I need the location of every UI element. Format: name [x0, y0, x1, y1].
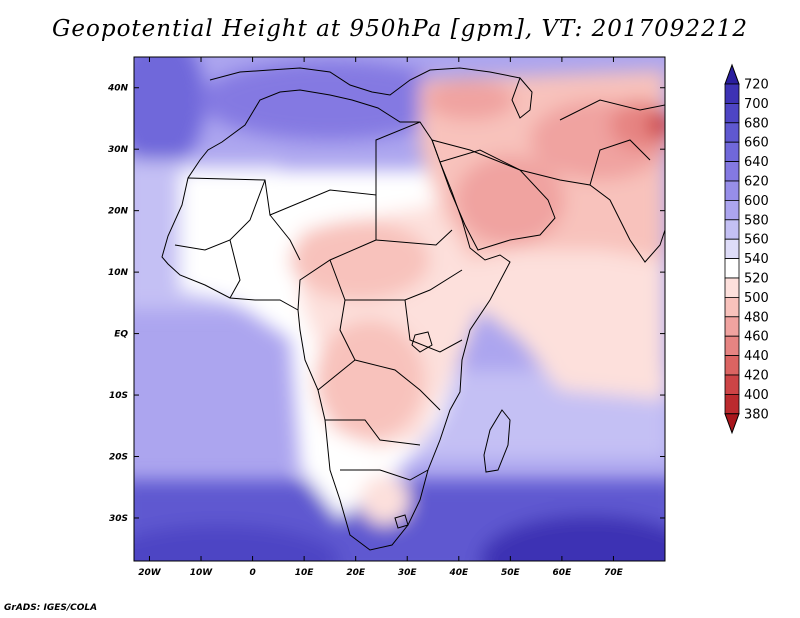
colorbar-swatch-10: [724, 258, 740, 279]
colorbar-swatch-15: [724, 355, 740, 376]
colorbar: 720 700 680 660 640 620 600 580 560 540 520 500 480 4…: [724, 63, 769, 435]
lat-label-2: 20N: [108, 207, 129, 217]
colorbar-label-16: 400: [744, 388, 769, 403]
lon-label-7: 50E: [501, 568, 521, 578]
colorbar-top-triangle: [724, 63, 740, 85]
lon-label-0: 20W: [138, 568, 162, 578]
colorbar-swatch-11: [724, 277, 740, 298]
colorbar-swatch-2: [724, 103, 740, 124]
colorbar-label-5: 620: [744, 175, 769, 190]
footer-credit: GrADS: IGES/COLA: [4, 603, 98, 613]
colorbar-label-0: 720: [744, 78, 769, 93]
colorbar-swatch-13: [724, 316, 740, 337]
colorbar-label-1: 700: [744, 97, 769, 112]
colorbar-label-6: 600: [744, 194, 769, 209]
map-frame: [133, 56, 666, 562]
colorbar-swatch-9: [724, 238, 740, 259]
colorbar-label-14: 440: [744, 349, 769, 364]
colorbar-swatch-4: [724, 141, 740, 162]
lon-label-9: 70E: [604, 568, 624, 578]
lat-label-5: 10S: [109, 391, 128, 401]
lat-label-1: 30N: [108, 145, 129, 155]
lon-label-8: 60E: [553, 568, 573, 578]
colorbar-label-8: 560: [744, 233, 769, 248]
colorbar-label-15: 420: [744, 369, 769, 384]
map-title: Geopotential Height at 950hPa [gpm], VT:…: [52, 16, 748, 42]
lon-label-6: 40E: [448, 568, 469, 578]
coastlines: [161, 67, 665, 551]
colorbar-swatch-1: [724, 83, 740, 104]
colorbar-swatch-5: [724, 161, 740, 182]
lon-label-1: 10W: [190, 568, 214, 578]
lat-label-4: EQ: [114, 330, 128, 340]
lat-label-3: 10N: [108, 268, 129, 278]
colorbar-label-9: 540: [744, 252, 769, 267]
colorbar-label-17: 380: [744, 407, 769, 422]
lon-label-3: 10E: [295, 568, 315, 578]
colorbar-swatch-17: [724, 393, 740, 415]
colorbar-label-11: 500: [744, 291, 769, 306]
colorbar-swatch-8: [724, 219, 740, 240]
colorbar-swatch-16: [724, 374, 740, 395]
colorbar-label-7: 580: [744, 213, 769, 228]
colorbar-bottom-triangle: [724, 413, 740, 435]
colorbar-label-2: 680: [744, 116, 769, 131]
colorbar-swatch-3: [724, 122, 740, 143]
latitude-ticks: 40N 30N 20N 10N EQ 10S 20S 30S: [107, 84, 665, 524]
longitude-ticks: 20W 10W 0 10E 20E 30E 40E 50E 60E 70E: [138, 57, 624, 578]
colorbar-label-12: 480: [744, 310, 769, 325]
lat-label-0: 40N: [107, 84, 129, 94]
lat-label-7: 30S: [109, 514, 128, 524]
lat-label-6: 20S: [109, 453, 128, 463]
colorbar-label-3: 660: [744, 136, 769, 151]
lon-label-2: 0: [249, 568, 255, 578]
colorbar-label-13: 460: [744, 330, 769, 345]
height-field: [134, 57, 665, 561]
colorbar-label-4: 640: [744, 155, 769, 170]
colorbar-swatch-7: [724, 199, 740, 221]
colorbar-label-10: 520: [744, 272, 769, 287]
lon-label-5: 30E: [398, 568, 418, 578]
colorbar-swatch-12: [724, 296, 740, 318]
colorbar-swatch-6: [724, 180, 740, 201]
colorbar-swatch-14: [724, 335, 740, 357]
lon-label-4: 20E: [346, 568, 366, 578]
